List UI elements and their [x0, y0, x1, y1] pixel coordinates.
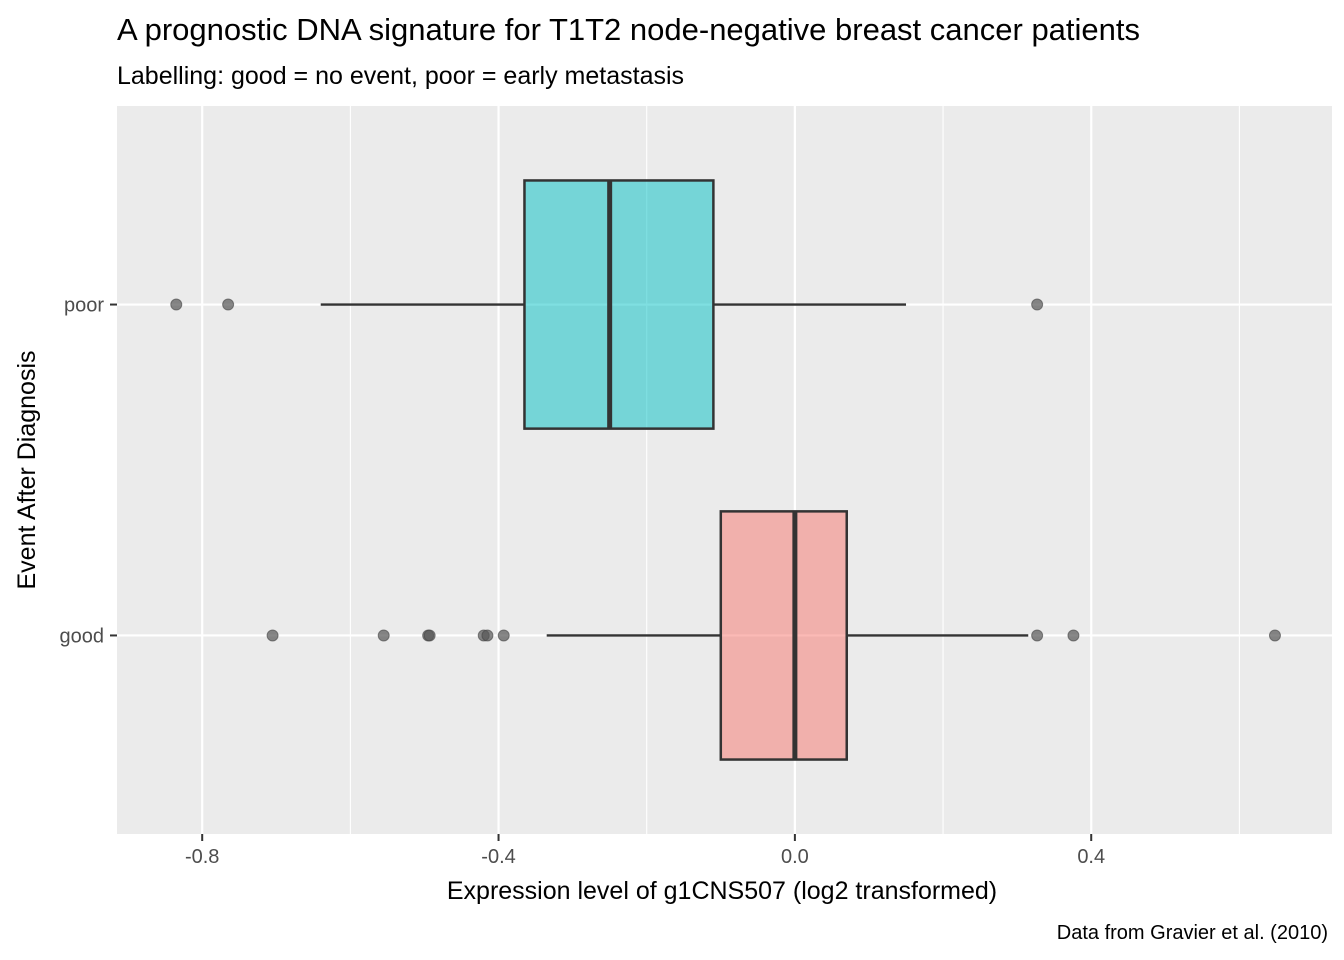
axes: -0.8 -0.4 0.0 0.4 poor good: [60, 295, 1106, 868]
outlier-point: [1067, 629, 1080, 642]
box-rect: [719, 510, 848, 761]
outlier-point: [497, 629, 510, 642]
outlier-point: [266, 629, 279, 642]
outlier-point: [222, 298, 235, 311]
box-good: [266, 510, 1281, 761]
x-tick-label: 0.0: [781, 846, 809, 868]
chart-subtitle: Labelling: good = no event, poor = early…: [117, 62, 684, 90]
y-tick-label-good: good: [60, 625, 105, 647]
outlier-point: [1031, 629, 1044, 642]
x-tick-label: -0.4: [481, 846, 515, 868]
outlier-point: [377, 629, 390, 642]
outlier-point: [170, 298, 183, 311]
outlier-point: [423, 629, 436, 642]
chart-title: A prognostic DNA signature for T1T2 node…: [117, 12, 1140, 47]
x-tick-label: 0.4: [1077, 846, 1105, 868]
box-poor: [170, 179, 1044, 430]
box-rect: [523, 179, 715, 430]
outlier-point: [1031, 298, 1044, 311]
x-tick-label: -0.8: [185, 846, 219, 868]
outlier-point: [1268, 629, 1281, 642]
y-axis-title: Event After Diagnosis: [13, 350, 41, 589]
outlier-point: [481, 629, 494, 642]
chart-caption: Data from Gravier et al. (2010): [1057, 922, 1328, 944]
data-layer: [170, 179, 1281, 761]
y-tick-label-poor: poor: [64, 295, 104, 317]
x-axis-title: Expression level of g1CNS507 (log2 trans…: [447, 877, 997, 905]
